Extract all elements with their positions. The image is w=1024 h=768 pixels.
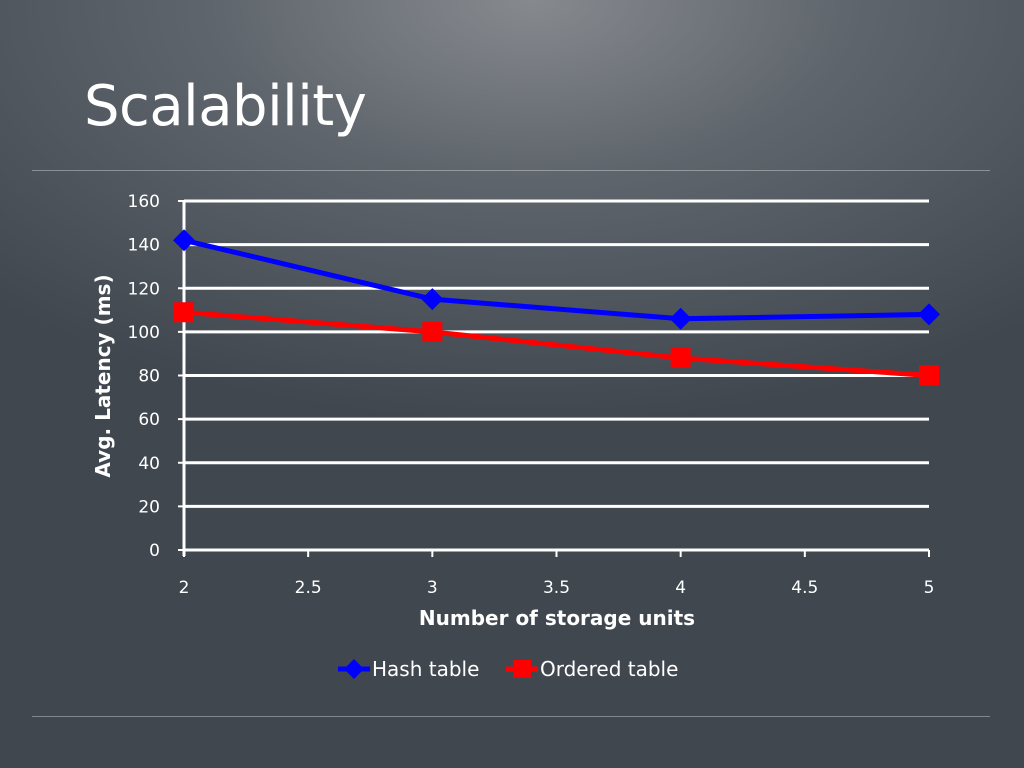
gridlines: [184, 199, 929, 508]
x-axis-title: Number of storage units: [419, 606, 695, 630]
axes: [178, 200, 930, 557]
x-tick-label-2: 2: [179, 578, 190, 598]
series-1-point-3: [919, 365, 939, 386]
slide-title: Scalability: [84, 74, 367, 139]
y-tick-label-20: 20: [138, 497, 160, 517]
series-line-1: [183, 309, 930, 378]
series-1-point-1: [422, 321, 443, 342]
series-0: [173, 229, 940, 330]
legend-marker-0: [344, 659, 364, 679]
y-tick-label-120: 120: [128, 279, 160, 299]
y-axis-title: Avg. Latency (ms): [91, 274, 115, 477]
x-tick-label-2.5: 2.5: [295, 578, 322, 598]
footer-divider: [32, 716, 990, 717]
series-1-point-0: [174, 302, 194, 323]
x-tick-label-4.5: 4.5: [791, 578, 818, 598]
tick-labels: 0 20 40 60 80 100 120 140 160 2 2.5 3 3.5 4 4.5 5: [128, 192, 935, 598]
series-0-point-3: [918, 303, 940, 326]
series-1: [174, 302, 939, 386]
y-tick-label-60: 60: [138, 410, 160, 430]
series-0-point-0: [173, 229, 195, 252]
y-tick-label-0: 0: [149, 541, 160, 561]
title-divider: [32, 170, 990, 171]
series-line-0: [183, 237, 930, 322]
y-tick-label-40: 40: [138, 454, 160, 474]
legend-label-0: Hash table: [372, 657, 479, 681]
legend-marker-1: [513, 660, 531, 678]
legend: Hash table Ordered table: [338, 657, 678, 681]
y-tick-label-100: 100: [128, 323, 160, 343]
x-tick-label-3.5: 3.5: [543, 578, 570, 598]
y-tick-label-160: 160: [128, 192, 160, 212]
legend-item-0: Hash table: [338, 657, 479, 681]
y-tick-label-80: 80: [138, 367, 160, 387]
series-0-point-2: [669, 307, 692, 330]
x-tick-label-3: 3: [427, 578, 438, 598]
x-tick-label-5: 5: [924, 578, 935, 598]
legend-item-1: Ordered table: [506, 657, 678, 681]
series-1-point-2: [670, 348, 691, 369]
series-0-point-1: [421, 288, 444, 311]
legend-label-1: Ordered table: [540, 657, 678, 681]
series: [173, 229, 940, 386]
x-tick-label-4: 4: [675, 578, 686, 598]
y-tick-label-140: 140: [128, 236, 160, 256]
